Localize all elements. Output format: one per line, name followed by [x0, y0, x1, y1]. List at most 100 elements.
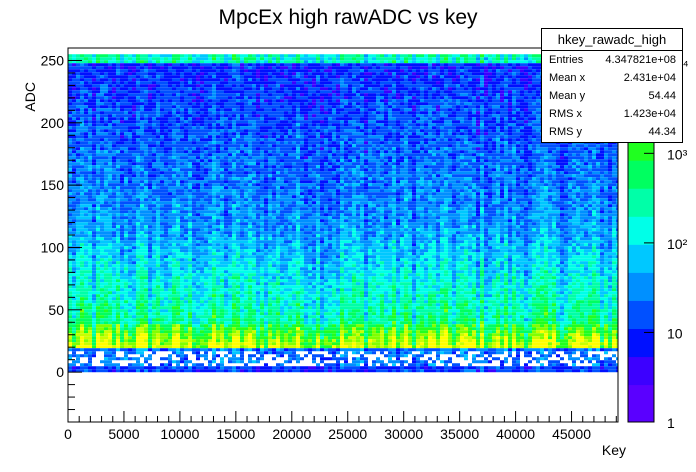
heatmap-cell — [476, 96, 480, 100]
heatmap-cell — [160, 105, 164, 109]
heatmap-cell — [368, 138, 372, 142]
heatmap-cell — [320, 129, 324, 133]
heatmap-cell — [72, 72, 76, 76]
heatmap-cell — [168, 69, 172, 73]
heatmap-cell — [404, 132, 408, 136]
heatmap-cell — [296, 66, 300, 70]
heatmap-cell — [288, 150, 292, 154]
heatmap-cell — [196, 138, 200, 142]
heatmap-cell — [436, 75, 440, 79]
heatmap-cell — [488, 90, 492, 94]
heatmap-cell — [464, 141, 468, 145]
heatmap-cell — [160, 126, 164, 130]
heatmap-cell — [232, 99, 236, 103]
heatmap-cell — [492, 135, 496, 139]
heatmap-cell — [444, 126, 448, 130]
heatmap-cell — [312, 87, 316, 91]
heatmap-cell — [300, 105, 304, 109]
heatmap-cell — [80, 162, 84, 166]
heatmap-cell — [100, 66, 104, 70]
heatmap-cell — [536, 81, 540, 85]
heatmap-cell — [172, 153, 176, 157]
heatmap-cell — [228, 57, 232, 61]
heatmap-cell — [360, 90, 364, 94]
heatmap-cell — [332, 78, 336, 82]
heatmap-cell — [324, 57, 328, 61]
heatmap-cell — [512, 75, 516, 79]
heatmap-cell — [236, 93, 240, 97]
heatmap-cell — [388, 132, 392, 136]
heatmap-cell — [520, 78, 524, 82]
heatmap-cell — [352, 111, 356, 115]
heatmap-cell — [244, 108, 248, 112]
heatmap-cell — [420, 93, 424, 97]
heatmap-cell — [484, 114, 488, 118]
heatmap-cell — [512, 99, 516, 103]
heatmap-cell — [244, 111, 248, 115]
heatmap-cell — [360, 72, 364, 76]
heatmap-cell — [440, 57, 444, 61]
heatmap-cell — [80, 99, 84, 103]
heatmap-cell — [208, 156, 212, 160]
heatmap-cell — [132, 66, 136, 70]
heatmap-cell — [480, 93, 484, 97]
heatmap-cell — [348, 156, 352, 160]
heatmap-cell — [508, 69, 512, 73]
heatmap-cell — [444, 69, 448, 73]
heatmap-cell — [500, 87, 504, 91]
heatmap-cell — [476, 63, 480, 67]
heatmap-cell — [364, 129, 368, 133]
heatmap-cell — [192, 126, 196, 130]
heatmap-cell — [456, 60, 460, 64]
heatmap-cell — [532, 54, 536, 58]
heatmap-cell — [372, 135, 376, 139]
heatmap-cell — [604, 156, 608, 160]
heatmap-cell — [456, 132, 460, 136]
heatmap-cell — [148, 144, 152, 148]
heatmap-cell — [364, 87, 368, 91]
heatmap-cell — [124, 147, 128, 151]
heatmap-cell — [296, 132, 300, 136]
heatmap-cell — [468, 90, 472, 94]
heatmap-cell — [392, 81, 396, 85]
heatmap-cell — [536, 150, 540, 154]
heatmap-cell — [68, 162, 72, 166]
heatmap-cell — [96, 66, 100, 70]
heatmap-cell — [72, 54, 76, 58]
heatmap-cell — [264, 96, 268, 100]
heatmap-cell — [332, 129, 336, 133]
heatmap-cell — [600, 147, 604, 151]
heatmap-cell — [480, 84, 484, 88]
heatmap-cell — [340, 90, 344, 94]
heatmap-cell — [192, 144, 196, 148]
heatmap-cell — [344, 87, 348, 91]
heatmap-cell — [236, 66, 240, 70]
heatmap-cell — [140, 153, 144, 157]
heatmap-cell — [380, 135, 384, 139]
heatmap-cell — [336, 144, 340, 148]
heatmap-cell — [484, 66, 488, 70]
heatmap-cell — [72, 153, 76, 157]
heatmap-cell — [172, 75, 176, 79]
heatmap-cell — [160, 102, 164, 106]
heatmap-cell — [420, 87, 424, 91]
heatmap-cell — [172, 150, 176, 154]
heatmap-cell — [324, 141, 328, 145]
heatmap-cell — [400, 120, 404, 124]
heatmap-cell — [372, 156, 376, 160]
heatmap-cell — [428, 117, 432, 121]
heatmap-cell — [216, 72, 220, 76]
heatmap-cell — [320, 69, 324, 73]
heatmap-cell — [292, 84, 296, 88]
heatmap-cell — [148, 108, 152, 112]
heatmap-cell — [284, 159, 288, 163]
heatmap-cell — [156, 120, 160, 124]
heatmap-cell — [292, 81, 296, 85]
heatmap-cell — [392, 75, 396, 79]
heatmap-cell — [272, 96, 276, 100]
heatmap-cell — [424, 126, 428, 130]
heatmap-cell — [368, 126, 372, 130]
heatmap-cell — [372, 141, 376, 145]
heatmap-cell — [268, 66, 272, 70]
heatmap-cell — [288, 84, 292, 88]
